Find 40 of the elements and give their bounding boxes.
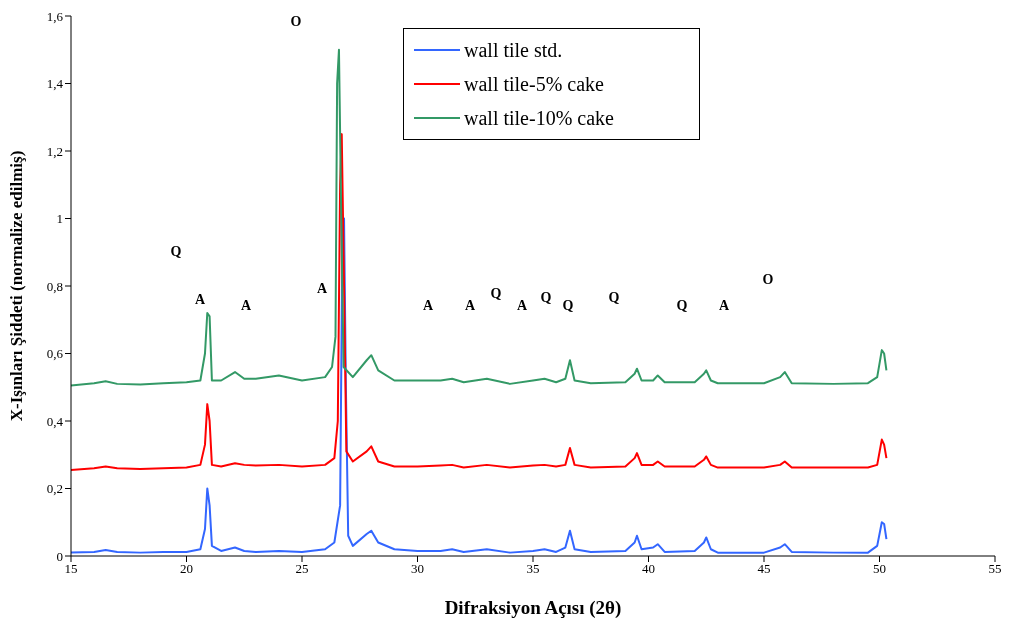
annotation: A: [240, 298, 252, 314]
line-series: [71, 217, 888, 554]
annotation: Q: [540, 290, 552, 306]
y-tick-label: 0,2: [46, 481, 63, 497]
x-tick-label: 40: [642, 561, 655, 577]
x-tick-label: 15: [64, 561, 78, 577]
y-tick-label: 1,2: [46, 143, 63, 159]
annotation: A: [422, 298, 434, 314]
annotation: O: [762, 272, 774, 288]
line-series: [71, 133, 888, 471]
annotation: A: [194, 292, 206, 308]
x-tick-label: 25: [295, 561, 309, 577]
annotation: A: [316, 281, 328, 297]
x-tick-label: 20: [180, 561, 193, 577]
x-tick-label: 35: [526, 561, 540, 577]
annotation: A: [718, 298, 730, 314]
y-tick-label: 0: [56, 548, 63, 564]
annotation: Q: [490, 286, 502, 302]
y-tick-label: 0,8: [46, 278, 63, 294]
y-tick-label: 1,4: [46, 76, 64, 92]
annotation: A: [516, 298, 528, 314]
legend-label: wall tile-10% cake: [464, 106, 614, 130]
y-tick-label: 1,6: [46, 8, 64, 24]
y-tick-label: 1: [56, 211, 63, 227]
x-tick-label: 55: [988, 561, 1002, 577]
annotation: Q: [562, 298, 574, 314]
x-tick-label: 50: [873, 561, 886, 577]
y-tick-label: 0,4: [46, 413, 64, 429]
y-tick-label: 0,6: [46, 346, 64, 362]
annotation: O: [290, 14, 302, 30]
x-tick-label: 45: [757, 561, 771, 577]
x-tick-label: 30: [411, 561, 424, 577]
annotation: A: [464, 298, 476, 314]
y-axis-title: X-Işınları Şiddeti (normalize edilmiş): [7, 150, 27, 422]
annotation: Q: [608, 290, 620, 306]
legend-label: wall tile std.: [464, 38, 563, 62]
annotation: Q: [676, 298, 688, 314]
annotation: Q: [170, 244, 182, 260]
legend-label: wall tile-5% cake: [464, 72, 604, 96]
x-axis-title: Difraksiyon Açısı (2θ): [444, 597, 622, 619]
